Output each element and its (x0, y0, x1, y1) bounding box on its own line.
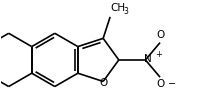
Text: 3: 3 (123, 7, 128, 16)
Text: O: O (99, 77, 107, 88)
Text: N: N (144, 54, 152, 64)
Text: O: O (156, 79, 164, 89)
Text: CH: CH (111, 3, 126, 13)
Text: +: + (155, 50, 162, 59)
Text: −: − (168, 79, 176, 89)
Text: O: O (156, 31, 164, 40)
